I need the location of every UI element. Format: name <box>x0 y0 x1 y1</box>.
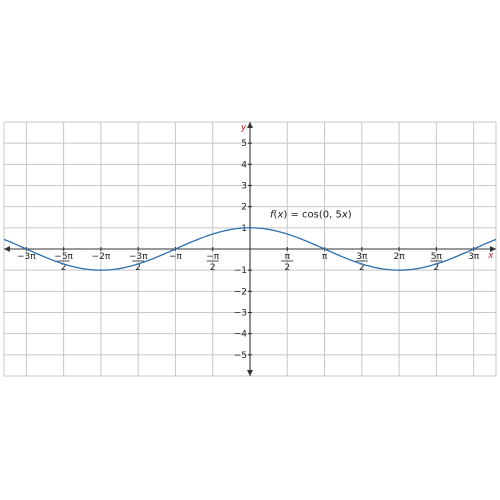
x-tick-label: −3π <box>17 252 36 262</box>
x-tick-label: 3π <box>468 252 480 262</box>
x-tick-label: 3π <box>356 252 368 262</box>
x-tick-label: π <box>322 252 328 262</box>
x-tick-label-denominator: 2 <box>135 263 141 273</box>
x-axis-name: x <box>487 251 494 261</box>
x-tick-label-denominator: 2 <box>210 263 216 273</box>
x-tick-label: −2π <box>92 252 111 262</box>
x-tick-label: 5π <box>431 252 443 262</box>
y-tick-label: −5 <box>234 351 247 361</box>
y-tick-label: 2 <box>241 203 247 213</box>
y-tick-label: 4 <box>241 160 247 170</box>
x-tick-label: −π <box>206 252 220 262</box>
x-tick-label-denominator: 2 <box>359 263 365 273</box>
x-tick-label: −3π <box>129 252 148 262</box>
function-label: f(x) = cos(0, 5x) <box>270 209 352 220</box>
y-tick-labels: 5 4 3 2 1 −1 −2 −3 −4 −5 <box>234 139 252 361</box>
x-tick-label-denominator: 2 <box>434 263 440 273</box>
function-curve <box>3 227 497 271</box>
y-tick-label: 5 <box>241 139 247 149</box>
y-tick-label: −3 <box>234 309 247 319</box>
x-tick-label-denominator: 2 <box>61 263 67 273</box>
x-tick-label: −π <box>169 252 183 262</box>
x-tick-label-denominator: 2 <box>284 263 290 273</box>
x-arrow-right <box>490 246 496 252</box>
y-axis-name: y <box>240 123 247 133</box>
y-arrow-up <box>247 122 253 128</box>
y-tick-label: 3 <box>241 182 247 192</box>
x-arrow-left <box>4 246 10 252</box>
y-tick-label: −1 <box>234 266 247 276</box>
x-tick-label: −5π <box>54 252 73 262</box>
x-tick-label: 2π <box>394 252 406 262</box>
y-tick-label: −2 <box>234 287 247 297</box>
function-label-name: f <box>270 209 275 220</box>
y-arrow-down <box>247 370 253 376</box>
y-tick-label: −4 <box>234 330 248 340</box>
x-tick-label: π <box>285 252 291 262</box>
y-tick-label: 1 <box>241 224 247 234</box>
axes <box>4 122 496 376</box>
